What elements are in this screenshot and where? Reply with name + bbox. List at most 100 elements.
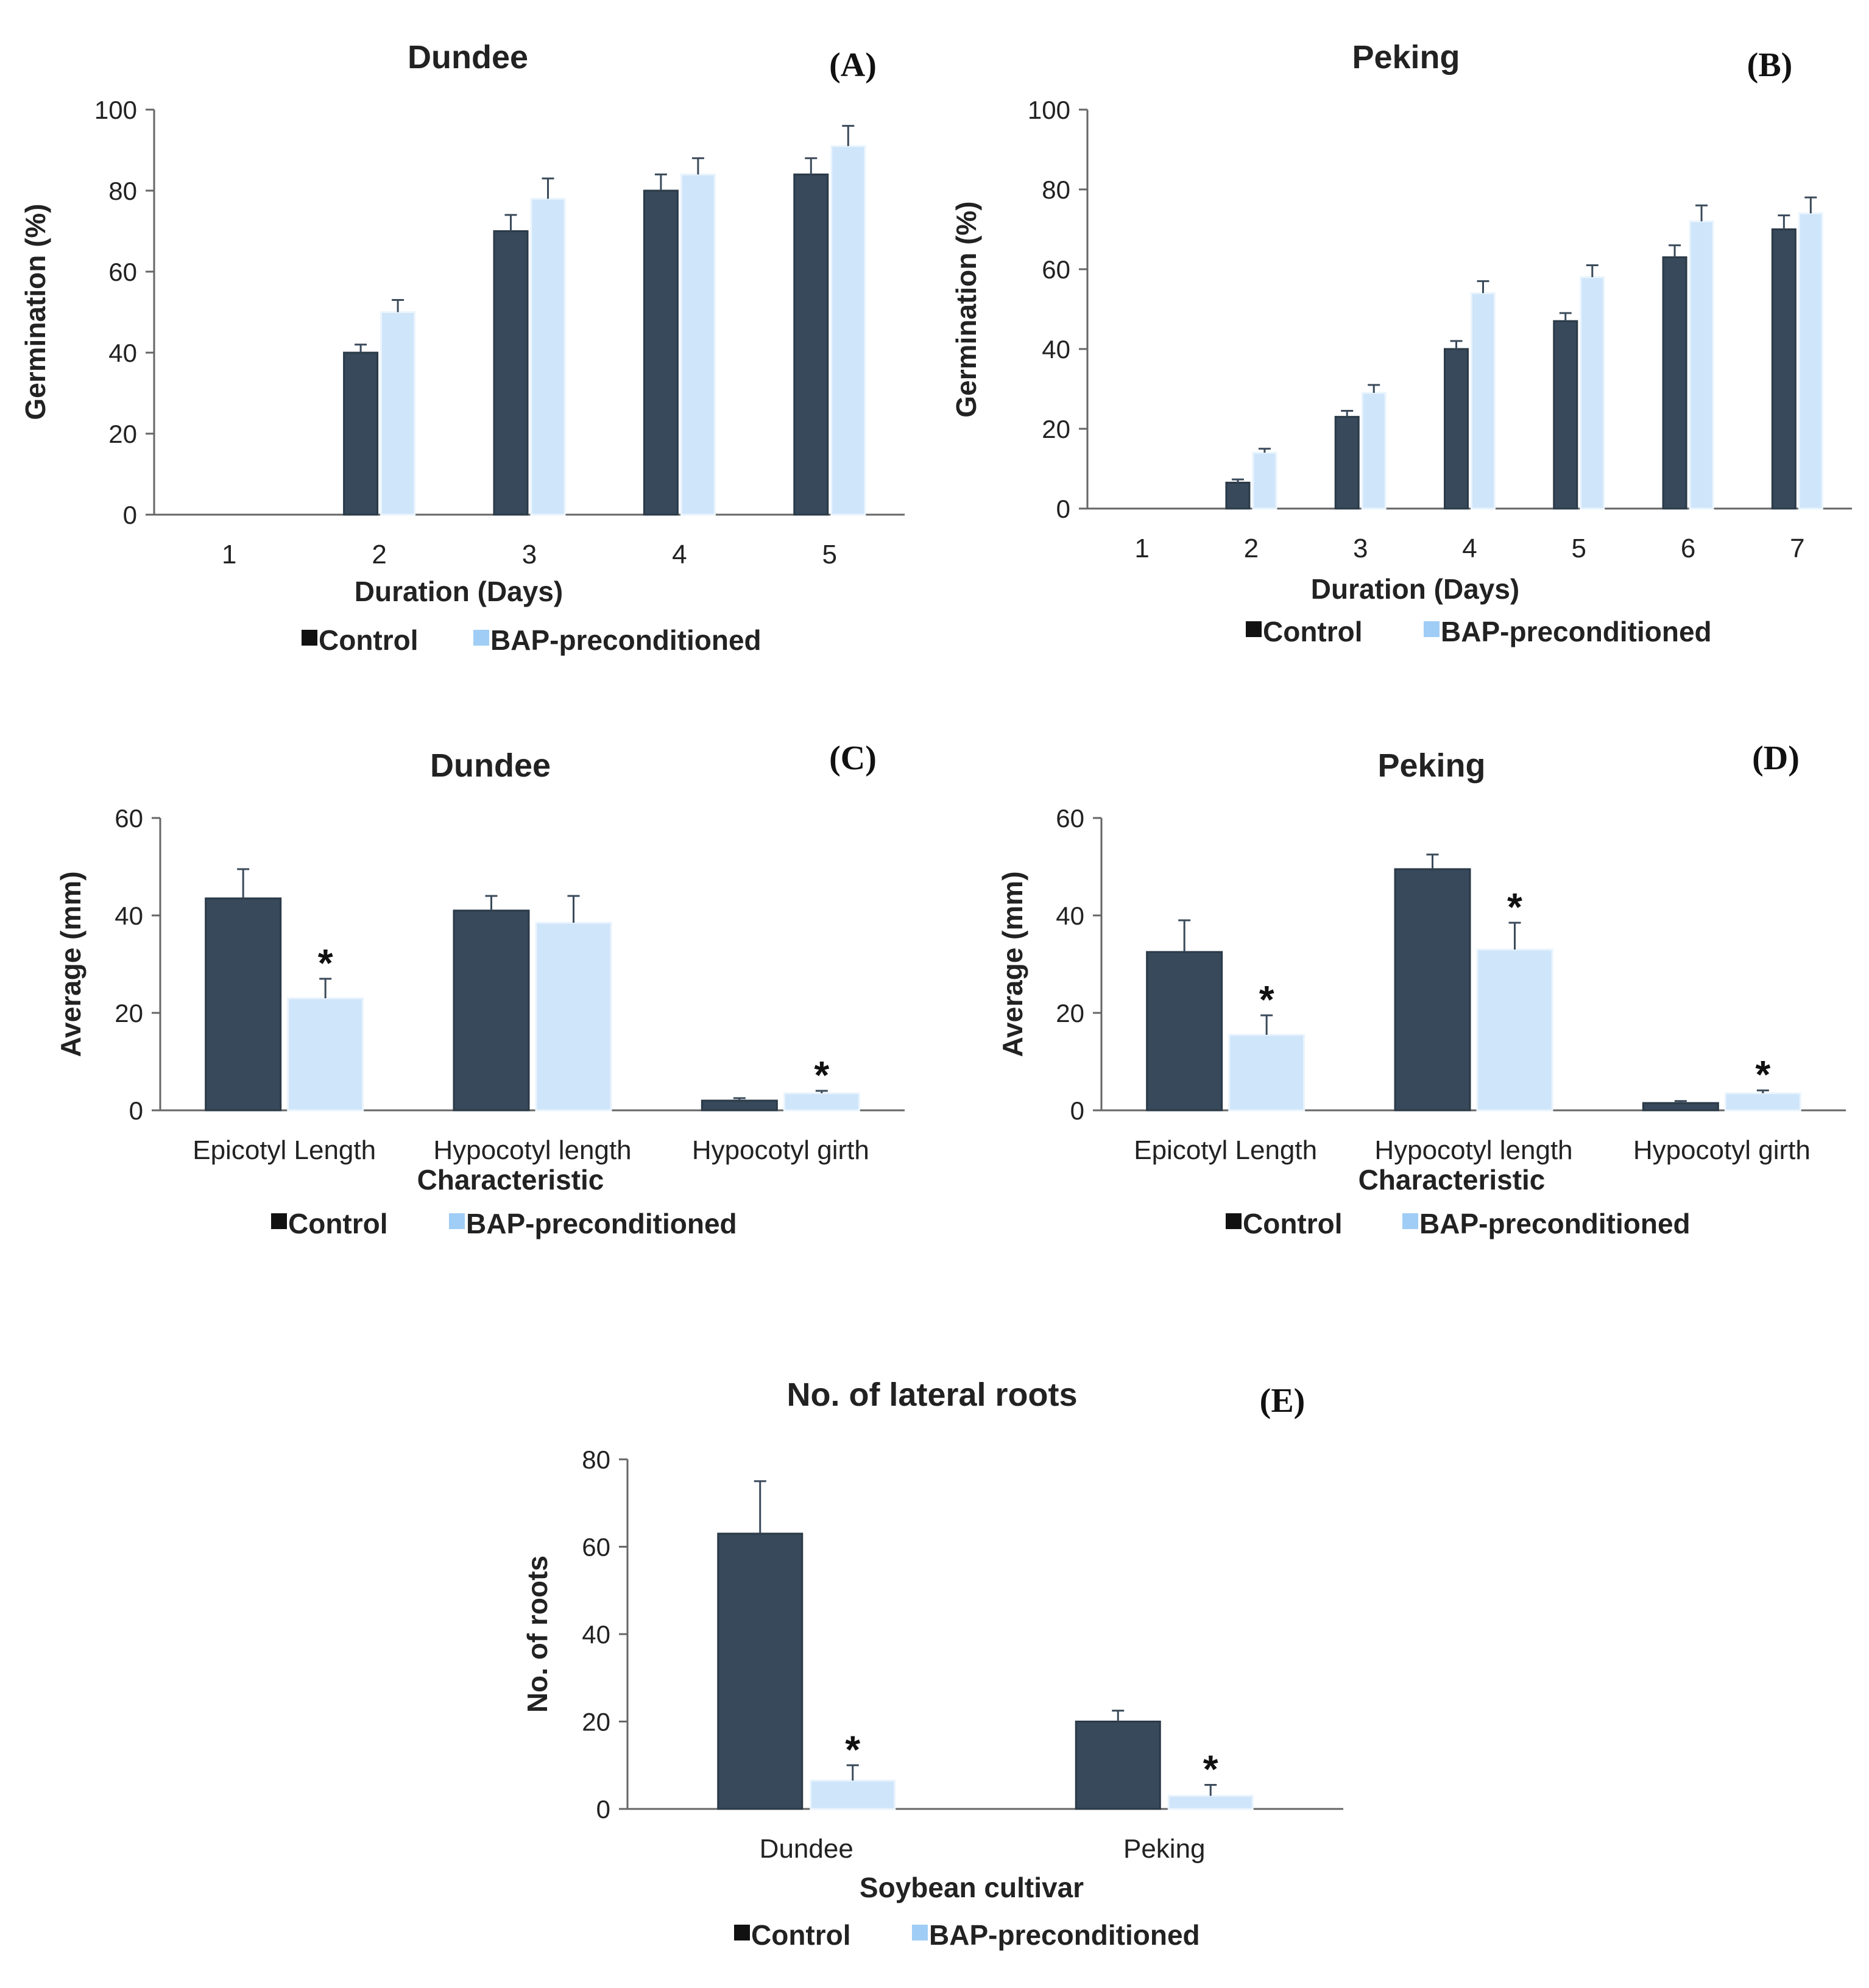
bar-control xyxy=(493,230,529,516)
legend-swatch-bap xyxy=(1402,1213,1418,1229)
chart-title: No. of lateral roots xyxy=(786,1376,1077,1413)
bar-bap xyxy=(287,997,364,1112)
legend-swatch-control xyxy=(302,630,317,646)
y-tick-label: 20 xyxy=(108,420,137,448)
x-tick-label: Hypocotyl length xyxy=(433,1135,631,1165)
legend-label-control: Control xyxy=(288,1208,388,1239)
x-axis-label: Duration (Days) xyxy=(1311,573,1519,605)
y-tick-label: 60 xyxy=(1042,255,1070,284)
x-tick-label: 3 xyxy=(522,540,537,569)
chart-title: Peking xyxy=(1377,747,1485,784)
x-tick-label: 3 xyxy=(1353,534,1368,563)
bar-control xyxy=(343,351,379,516)
bar-bap xyxy=(1252,451,1277,510)
bar-control xyxy=(717,1532,804,1810)
bar-bap xyxy=(783,1092,860,1112)
y-tick-label: 40 xyxy=(582,1620,610,1649)
y-tick-label: 80 xyxy=(582,1445,610,1474)
legend-label-bap: BAP-preconditioned xyxy=(929,1919,1200,1951)
x-tick-label: 2 xyxy=(372,540,386,569)
chart-title: Dundee xyxy=(430,747,551,784)
y-tick-label: 0 xyxy=(1056,495,1070,523)
y-axis-label: No. of roots xyxy=(521,1556,553,1713)
legend-swatch-bap xyxy=(449,1213,465,1229)
y-tick-label: 40 xyxy=(108,339,137,367)
legend-label-bap: BAP-preconditioned xyxy=(1441,616,1712,647)
bar-bap xyxy=(1580,276,1605,510)
chart-panel-d: Peking (D) 0 20 40 60 Average (mm) Epicotyl Len… xyxy=(997,739,1846,1239)
panel-label: (C) xyxy=(829,739,877,777)
x-axis-label: Characteristic xyxy=(417,1164,604,1196)
y-tick-label: 20 xyxy=(1056,999,1084,1027)
bar-control xyxy=(1553,320,1578,510)
panel-label: (D) xyxy=(1752,739,1800,777)
bar-control xyxy=(1394,868,1471,1112)
x-tick-label: 1 xyxy=(1134,534,1149,563)
x-axis-label: Characteristic xyxy=(1358,1164,1546,1196)
y-tick-label: 0 xyxy=(129,1096,143,1125)
y-axis-label: Germination (%) xyxy=(950,201,982,417)
y-tick-label: 0 xyxy=(1070,1096,1084,1125)
bar-control xyxy=(453,909,530,1112)
legend-swatch-control xyxy=(1226,1213,1242,1229)
x-tick-label: Epicotyl Length xyxy=(1134,1135,1317,1165)
bar-control xyxy=(1225,481,1251,510)
bar-bap xyxy=(680,173,716,516)
chart-title: Peking xyxy=(1352,39,1460,76)
chart-title: Dundee xyxy=(408,39,528,76)
bar-control xyxy=(1334,415,1360,510)
x-tick-label: 5 xyxy=(1572,534,1586,563)
x-tick-label: Hypocotyl girth xyxy=(692,1135,869,1165)
bar-bap xyxy=(535,922,612,1112)
y-tick-label: 20 xyxy=(115,999,143,1027)
legend-swatch-control xyxy=(734,1925,750,1940)
legend-label-bap: BAP-preconditioned xyxy=(1419,1208,1691,1239)
y-tick-label: 60 xyxy=(1056,804,1084,833)
legend-swatch-bap xyxy=(473,630,489,646)
x-tick-label: Hypocotyl girth xyxy=(1633,1135,1811,1165)
chart-panel-b: Peking (B) 0 20 40 60 80 100 Germination (%) 1 2 3 4… xyxy=(950,39,1852,647)
bar-control xyxy=(1075,1721,1161,1810)
y-tick-label: 60 xyxy=(582,1533,610,1562)
bar-control xyxy=(1771,228,1797,510)
bar-bap xyxy=(530,197,566,516)
bar-control xyxy=(1444,348,1469,510)
x-tick-label: 2 xyxy=(1244,534,1259,563)
bar-bap xyxy=(830,145,866,516)
significance-star: * xyxy=(845,1727,860,1771)
y-tick-label: 20 xyxy=(1042,415,1070,443)
legend-label-bap: BAP-preconditioned xyxy=(466,1208,737,1239)
bar-bap xyxy=(1689,220,1714,510)
x-tick-label: Hypocotyl length xyxy=(1374,1135,1572,1165)
y-tick-label: 60 xyxy=(108,258,137,286)
bar-bap xyxy=(380,311,416,516)
x-tick-label: 4 xyxy=(672,540,687,569)
x-axis-label: Soybean cultivar xyxy=(860,1872,1084,1903)
panel-label: (B) xyxy=(1747,46,1793,84)
x-tick-label: Peking xyxy=(1123,1834,1206,1864)
chart-panel-e: No. of lateral roots (E) 0 20 40 60 80 No. of r… xyxy=(521,1376,1343,1951)
bar-bap xyxy=(1471,292,1496,510)
bar-bap xyxy=(810,1779,896,1810)
bar-control xyxy=(205,897,282,1112)
chart-panel-a: Dundee (A) 0 20 40 60 80 100 Germination (%) 1 2 3 4… xyxy=(19,39,905,656)
x-tick-label: 4 xyxy=(1462,534,1477,563)
y-tick-label: 40 xyxy=(1042,335,1070,364)
significance-star: * xyxy=(1259,978,1274,1021)
significance-star: * xyxy=(1203,1747,1218,1791)
y-tick-label: 100 xyxy=(94,96,137,124)
legend-label-bap: BAP-preconditioned xyxy=(490,624,761,656)
x-tick-label: 7 xyxy=(1790,534,1804,563)
bar-control xyxy=(793,173,829,516)
y-tick-label: 0 xyxy=(123,501,137,529)
y-tick-label: 40 xyxy=(1056,901,1084,930)
bar-bap xyxy=(1798,212,1823,510)
y-tick-label: 20 xyxy=(582,1708,610,1736)
bar-bap xyxy=(1361,392,1387,510)
bar-control xyxy=(1642,1102,1719,1112)
y-tick-label: 60 xyxy=(115,804,143,833)
x-tick-label: 5 xyxy=(822,540,837,569)
bar-bap xyxy=(1476,948,1553,1112)
x-tick-label: 1 xyxy=(222,540,236,569)
y-axis-label: Germination (%) xyxy=(19,203,51,420)
